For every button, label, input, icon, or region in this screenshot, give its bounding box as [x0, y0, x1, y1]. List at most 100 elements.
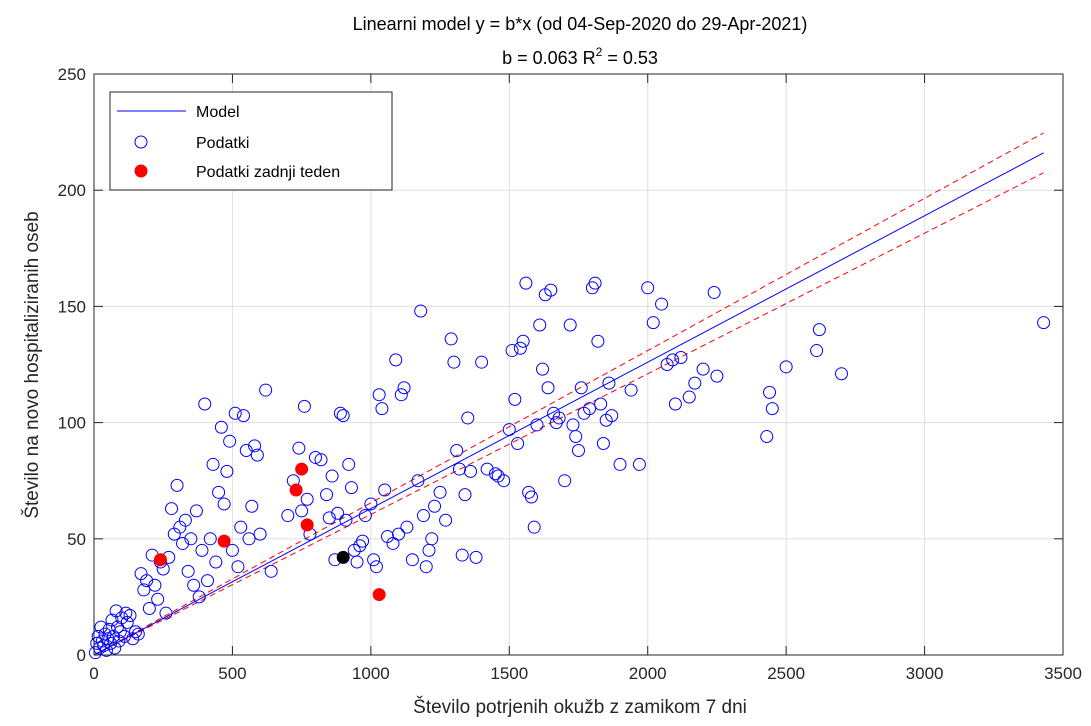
data-point — [253, 527, 267, 541]
data-point — [151, 592, 165, 606]
data-point — [344, 481, 358, 495]
confidence-lower-line — [93, 172, 1044, 656]
data-point — [594, 397, 608, 411]
data-point — [765, 402, 779, 416]
data-point — [508, 392, 522, 406]
data-point — [198, 397, 212, 411]
data-point — [314, 453, 328, 467]
data-point — [632, 457, 646, 471]
data-point — [405, 553, 419, 567]
data-point — [184, 532, 198, 546]
data-point — [131, 627, 145, 641]
data-point — [342, 457, 356, 471]
data-point — [397, 381, 411, 395]
data-point — [502, 423, 516, 437]
data-point — [710, 369, 724, 383]
data-point — [320, 488, 334, 502]
data-point — [394, 388, 408, 402]
data-point — [206, 457, 220, 471]
data-point — [524, 490, 538, 504]
x-tick-label: 2000 — [629, 664, 667, 683]
data-point — [234, 520, 248, 534]
data-point — [505, 344, 519, 358]
data-point — [605, 409, 619, 423]
data-point — [596, 437, 610, 451]
data-point — [646, 316, 660, 330]
data-point — [137, 583, 151, 597]
data-point — [541, 381, 555, 395]
data-point — [458, 488, 472, 502]
data-point — [336, 409, 350, 423]
data-point — [536, 362, 550, 376]
confidence-upper-line — [93, 132, 1044, 656]
data-point — [201, 574, 215, 588]
chart-subtitle: b = 0.063 R2 = 0.53 — [502, 45, 658, 68]
data-point — [176, 536, 190, 550]
filled-data-point — [336, 550, 350, 564]
axis-ticks: 0 500 1000 1500 2000 2500 3000 3500 0 50 100 150 200… — [58, 65, 1082, 683]
model-line-group — [93, 152, 1044, 656]
data-point — [513, 341, 527, 355]
data-point — [212, 485, 226, 499]
data-point — [475, 355, 489, 369]
filled-data-point — [153, 553, 167, 567]
data-point — [760, 430, 774, 444]
data-point — [779, 360, 793, 374]
data-point — [480, 462, 494, 476]
data-point — [574, 381, 588, 395]
data-point — [641, 281, 655, 295]
data-point — [552, 411, 566, 425]
data-point — [104, 636, 118, 650]
data-point — [308, 450, 322, 464]
data-point — [416, 509, 430, 523]
data-point — [812, 323, 826, 337]
y-tick-label: 50 — [67, 530, 86, 549]
data-points — [88, 276, 1051, 660]
data-point — [333, 406, 347, 420]
data-point — [203, 532, 217, 546]
data-point — [563, 318, 577, 332]
data-point — [225, 543, 239, 557]
data-point — [835, 367, 849, 381]
data-point — [181, 564, 195, 578]
data-point — [497, 474, 511, 488]
data-point — [378, 483, 392, 497]
data-point — [450, 443, 464, 457]
y-axis-label: Število na novo hospitaliziranih oseb — [21, 211, 43, 518]
data-point — [142, 602, 156, 616]
filled-data-point — [295, 462, 309, 476]
y-tick-label: 250 — [58, 65, 86, 84]
data-point — [411, 474, 425, 488]
data-point — [461, 411, 475, 425]
data-point — [572, 443, 585, 457]
data-point — [569, 430, 583, 444]
data-point — [95, 634, 109, 648]
data-point — [209, 555, 223, 569]
data-point — [170, 478, 184, 492]
x-tick-label: 0 — [89, 664, 98, 683]
data-point — [356, 534, 370, 548]
data-point — [331, 506, 345, 520]
data-point — [339, 513, 353, 527]
data-point — [228, 406, 242, 420]
data-point — [425, 532, 439, 546]
legend-last-week-swatch — [134, 164, 148, 178]
data-point — [195, 543, 209, 557]
y-tick-label: 100 — [58, 414, 86, 433]
data-point — [375, 402, 389, 416]
data-point — [602, 376, 616, 390]
y-tick-label: 200 — [58, 181, 86, 200]
data-point — [364, 497, 378, 511]
data-point — [237, 409, 251, 423]
series-2 — [336, 550, 350, 564]
data-point — [674, 351, 688, 365]
data-point — [189, 504, 203, 518]
data-point — [516, 334, 530, 348]
x-tick-label: 1000 — [352, 664, 390, 683]
data-point — [591, 334, 605, 348]
y-tick-label: 0 — [77, 646, 86, 665]
data-point — [810, 344, 824, 358]
data-point — [223, 434, 237, 448]
data-point — [655, 297, 669, 311]
data-point — [392, 527, 406, 541]
